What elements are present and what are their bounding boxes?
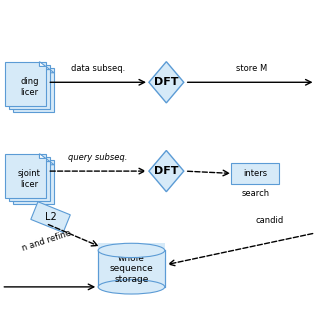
Bar <box>9 157 50 201</box>
Polygon shape <box>149 62 184 103</box>
Text: data subseq.: data subseq. <box>71 64 125 73</box>
Bar <box>13 160 54 204</box>
Polygon shape <box>39 62 46 67</box>
Polygon shape <box>48 160 54 165</box>
FancyBboxPatch shape <box>31 202 70 232</box>
Polygon shape <box>44 65 50 69</box>
Text: DFT: DFT <box>154 166 179 176</box>
Polygon shape <box>44 157 50 162</box>
Text: licer: licer <box>20 88 38 97</box>
Ellipse shape <box>98 243 165 258</box>
Text: L2: L2 <box>45 212 56 222</box>
Bar <box>4 154 46 198</box>
Text: search: search <box>241 188 269 197</box>
Bar <box>98 243 165 258</box>
Bar <box>98 251 165 287</box>
Text: store M: store M <box>236 64 268 73</box>
Text: licer: licer <box>20 180 38 189</box>
Ellipse shape <box>98 280 165 294</box>
Text: sjoint: sjoint <box>18 169 41 178</box>
Text: candid: candid <box>255 216 284 225</box>
Polygon shape <box>39 154 46 158</box>
Text: inters: inters <box>243 169 267 178</box>
Bar <box>13 68 54 112</box>
Text: DFT: DFT <box>154 77 179 87</box>
FancyBboxPatch shape <box>231 163 279 184</box>
Polygon shape <box>149 150 184 192</box>
Text: query subseq.: query subseq. <box>68 153 128 162</box>
Text: ding: ding <box>20 77 38 86</box>
Bar <box>4 62 46 106</box>
Polygon shape <box>48 68 54 73</box>
Bar <box>9 65 50 109</box>
Text: whole
sequence
storage: whole sequence storage <box>109 254 153 284</box>
Text: n and refine: n and refine <box>20 228 72 252</box>
